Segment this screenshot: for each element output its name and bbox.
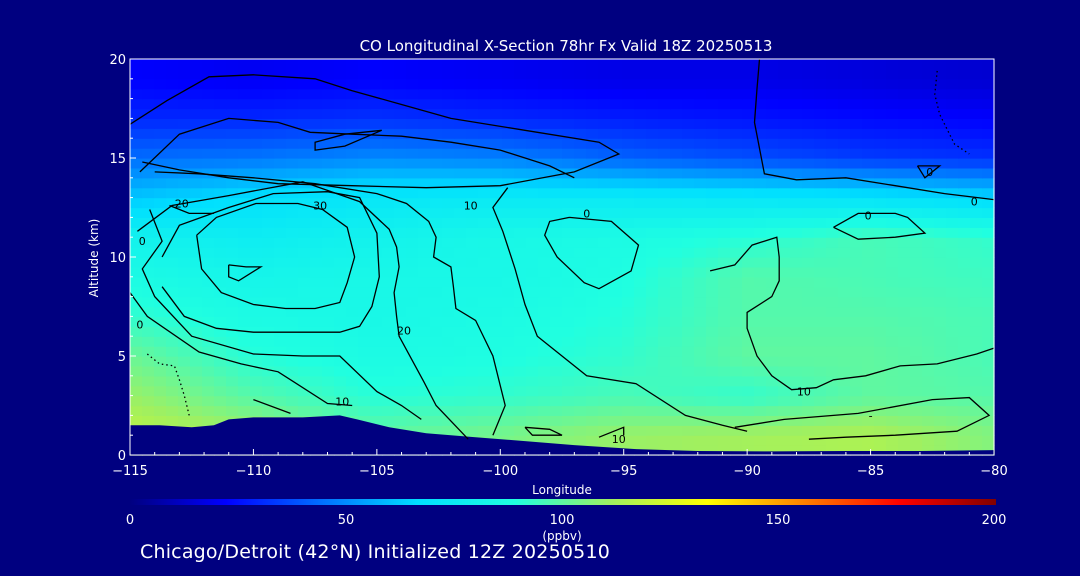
co-heatmap	[130, 59, 995, 456]
contour-line	[709, 236, 995, 391]
contour-label: 30	[313, 200, 327, 213]
plot-area: 0 20 30 10 0 0 0 0 0 20 10 10 10 -	[129, 58, 995, 456]
x-tick-label: −90	[733, 464, 760, 479]
contour-label: 10	[612, 433, 626, 446]
terrain-surface	[130, 415, 994, 455]
y-axis: 0 5 10 15 20	[109, 53, 136, 464]
contour-label: 10	[797, 386, 811, 399]
contour-line	[196, 202, 356, 310]
chart-title: CO Longitudinal X-Section 78hr Fx Valid …	[360, 37, 773, 55]
contour-label: 0	[926, 166, 933, 179]
x-tick-label: −115	[112, 464, 148, 479]
contour-label: 20	[175, 198, 189, 211]
colorbar-ticks: 0 50 100 150 200	[126, 513, 1007, 528]
contour-line	[154, 171, 506, 436]
x-tick-label: −100	[482, 464, 518, 479]
x-tick-label: −85	[857, 464, 884, 479]
y-axis-label: Altitude (km)	[87, 219, 101, 298]
y-tick-label: 10	[109, 251, 126, 266]
colorbar-tick-label: 200	[982, 513, 1007, 528]
footer-caption: Chicago/Detroit (42°N) Initialized 12Z 2…	[140, 541, 611, 563]
contour-line	[129, 292, 353, 407]
x-axis: −115 −110 −105 −100 −95 −90 −85 −80	[112, 449, 1008, 479]
colorbar-tick-label: 50	[338, 513, 355, 528]
contour-label: 10	[335, 396, 349, 409]
contour-line	[492, 187, 748, 432]
contour-label: 0	[971, 196, 978, 209]
colorbar-tick-label: 0	[126, 513, 134, 528]
contour-line	[524, 426, 563, 436]
contour-line	[137, 181, 469, 440]
contour-label: 20	[397, 324, 411, 337]
contour-label: 0	[583, 207, 590, 220]
contour-line	[916, 165, 942, 179]
contour-label: 0	[139, 235, 146, 248]
contour-lines	[129, 58, 995, 440]
contour-line	[833, 212, 927, 240]
contour-label: -	[869, 409, 873, 422]
y-tick-label: 5	[118, 350, 126, 365]
contour-label: 10	[464, 200, 478, 213]
contour-line	[314, 129, 383, 151]
y-tick-label: 15	[109, 152, 126, 167]
contour-line	[139, 117, 575, 179]
colorbar	[130, 499, 996, 505]
contour-line	[543, 216, 640, 290]
contour-line	[141, 209, 422, 420]
contour-label: 0	[136, 318, 143, 331]
colorbar-tick-label: 150	[766, 513, 791, 528]
contour-label: 0	[865, 209, 872, 222]
colorbar-unit: (ppbv)	[542, 529, 581, 543]
contour-line	[253, 398, 291, 415]
y-tick-label: 20	[109, 53, 126, 68]
x-tick-label: −105	[359, 464, 395, 479]
x-tick-label: −110	[236, 464, 272, 479]
contour-line	[734, 396, 991, 440]
colorbar-tick-label: 100	[550, 513, 575, 528]
contour-line	[161, 191, 380, 333]
x-axis-label: Longitude	[532, 483, 592, 497]
contour-labels: 0 20 30 10 0 0 0 0 0 20 10 10 10 -	[136, 166, 977, 446]
contour-line	[753, 58, 995, 201]
x-tick-label: −95	[610, 464, 637, 479]
contour-line	[129, 74, 621, 189]
contour-line	[169, 204, 214, 215]
contour-line	[598, 426, 625, 438]
y-tick-label: 0	[118, 449, 126, 464]
contour-line	[228, 264, 264, 282]
x-tick-label: −80	[980, 464, 1007, 479]
